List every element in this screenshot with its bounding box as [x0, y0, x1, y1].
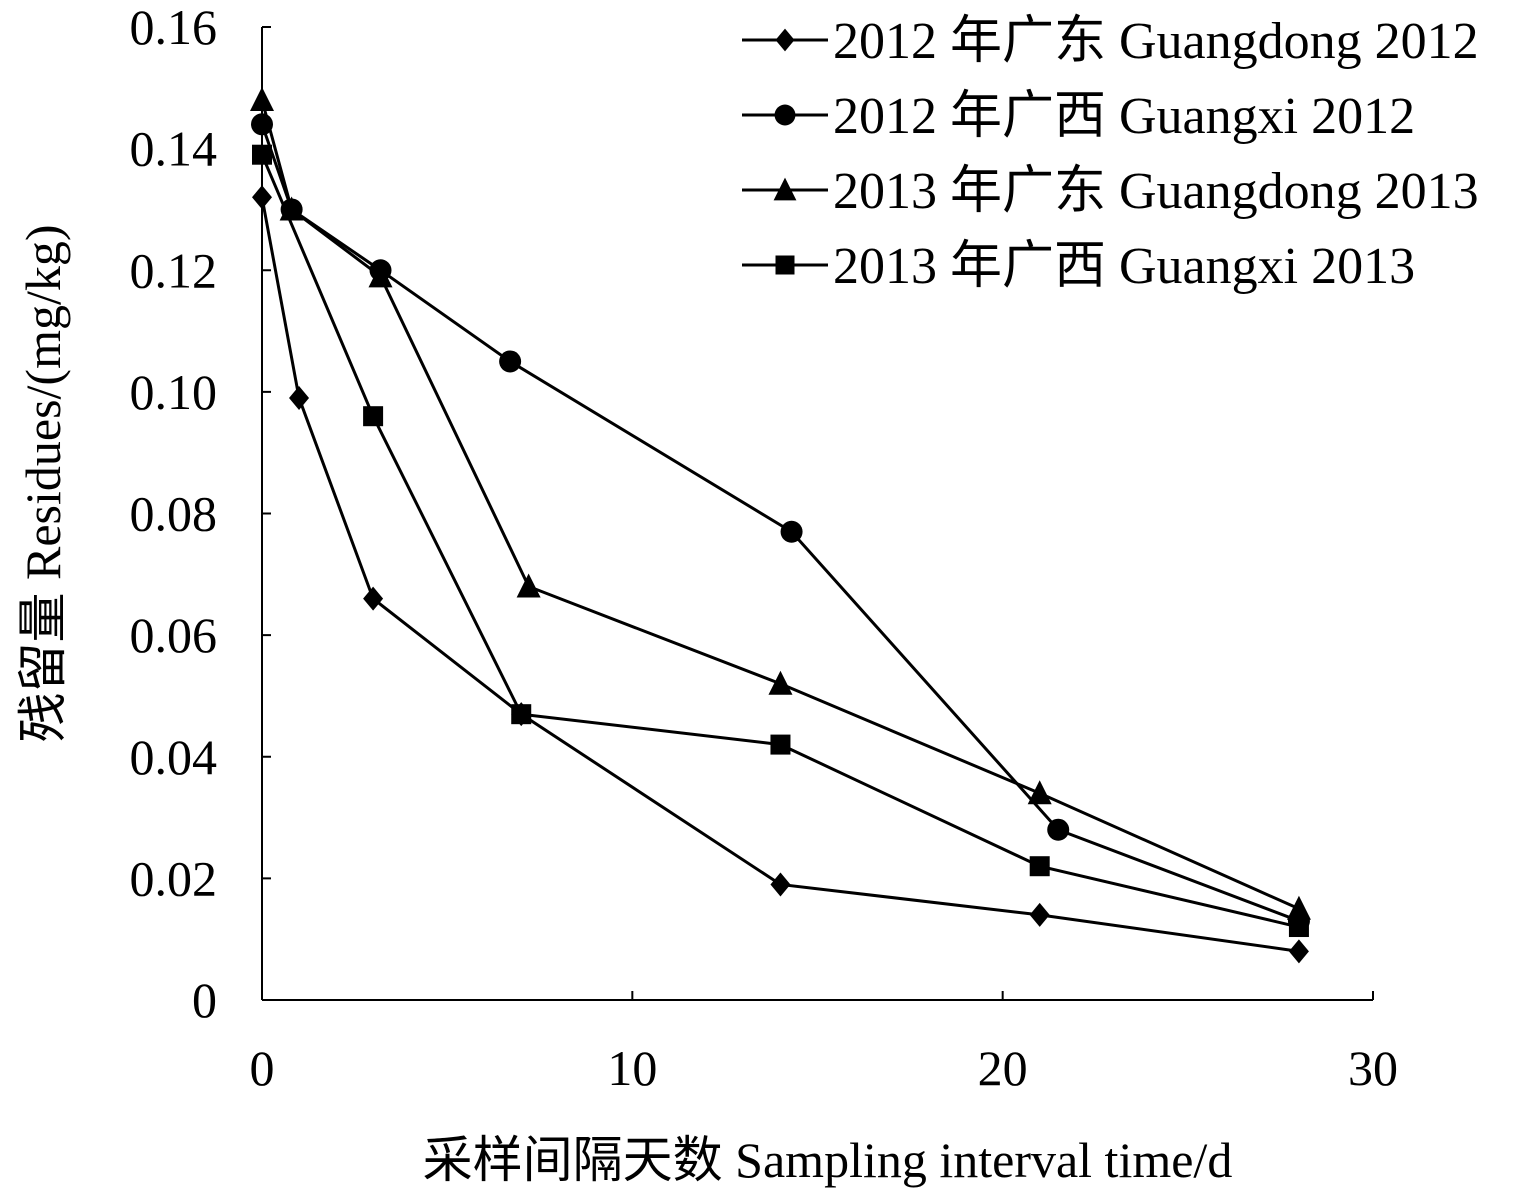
diamond-marker	[1288, 939, 1309, 964]
square-marker	[775, 255, 795, 275]
square-marker	[511, 704, 532, 725]
triangle-marker	[279, 196, 304, 221]
legend-label: 2013 年广西 Guangxi 2013	[833, 238, 1415, 295]
diamond-marker	[363, 586, 384, 611]
series-3	[250, 86, 1311, 920]
y-tick-label: 0.10	[130, 364, 218, 420]
x-tick-label: 20	[978, 1040, 1028, 1096]
series-line	[260, 154, 1300, 929]
x-tick-label: 10	[607, 1040, 657, 1096]
y-tick-label: 0.14	[130, 121, 218, 177]
circle-marker	[1047, 818, 1070, 841]
y-tick-label: 0	[192, 972, 217, 1028]
triangle-marker	[368, 263, 393, 288]
square-marker	[252, 144, 272, 165]
series-4	[252, 144, 1309, 938]
y-tick-label: 0.16	[130, 0, 218, 55]
legend-item: 2013 年广东 Guangdong 2013	[742, 163, 1479, 220]
circle-marker	[499, 350, 522, 373]
legend-label: 2013 年广东 Guangdong 2013	[833, 163, 1479, 220]
triangle-marker	[768, 670, 793, 695]
y-tick-label: 0.06	[130, 607, 218, 663]
legend-item: 2013 年广西 Guangxi 2013	[742, 238, 1415, 295]
y-tick-label: 0.04	[130, 729, 218, 785]
triangle-marker	[516, 573, 541, 598]
triangle-marker	[1286, 895, 1311, 920]
y-tick-label: 0.12	[130, 242, 218, 298]
triangle-marker	[773, 177, 797, 201]
diamond-marker	[1029, 902, 1050, 927]
legend-item: 2012 年广西 Guangxi 2012	[742, 88, 1415, 145]
circle-marker	[780, 520, 803, 543]
legend-label: 2012 年广东 Guangdong 2012	[833, 13, 1479, 70]
triangle-marker	[1027, 780, 1052, 805]
series-2	[251, 113, 1310, 932]
legend: 2012 年广东 Guangdong 2012 2012 年广西 Guangxi …	[742, 13, 1479, 295]
diamond-marker	[252, 185, 272, 210]
x-tick-label: 30	[1348, 1040, 1398, 1096]
x-axis-label: 采样间隔天数 Sampling interval time/d	[423, 1132, 1233, 1188]
y-tick-label: 0.08	[130, 486, 218, 542]
y-axis-label: 残留量 Residues/(mg/kg)	[15, 224, 71, 742]
legend-label: 2012 年广西 Guangxi 2012	[833, 88, 1415, 145]
diamond-marker	[289, 385, 310, 410]
legend-item: 2012 年广东 Guangdong 2012	[742, 13, 1479, 70]
circle-marker	[774, 104, 796, 126]
diamond-marker	[775, 28, 795, 52]
series-1	[252, 185, 1309, 964]
diamond-marker	[770, 872, 791, 897]
square-marker	[770, 734, 791, 755]
triangle-marker	[250, 86, 274, 111]
square-marker	[1288, 917, 1309, 938]
x-tick-label: 0	[250, 1040, 275, 1096]
y-tick-label: 0.02	[130, 850, 218, 906]
axes: 0 0.02 0.04 0.06 0.08 0.10 0.12 0.14 0.16 0 10 20 30	[130, 0, 1399, 1096]
square-marker	[1029, 856, 1050, 877]
square-marker	[363, 406, 384, 427]
series-lines	[250, 86, 1311, 964]
